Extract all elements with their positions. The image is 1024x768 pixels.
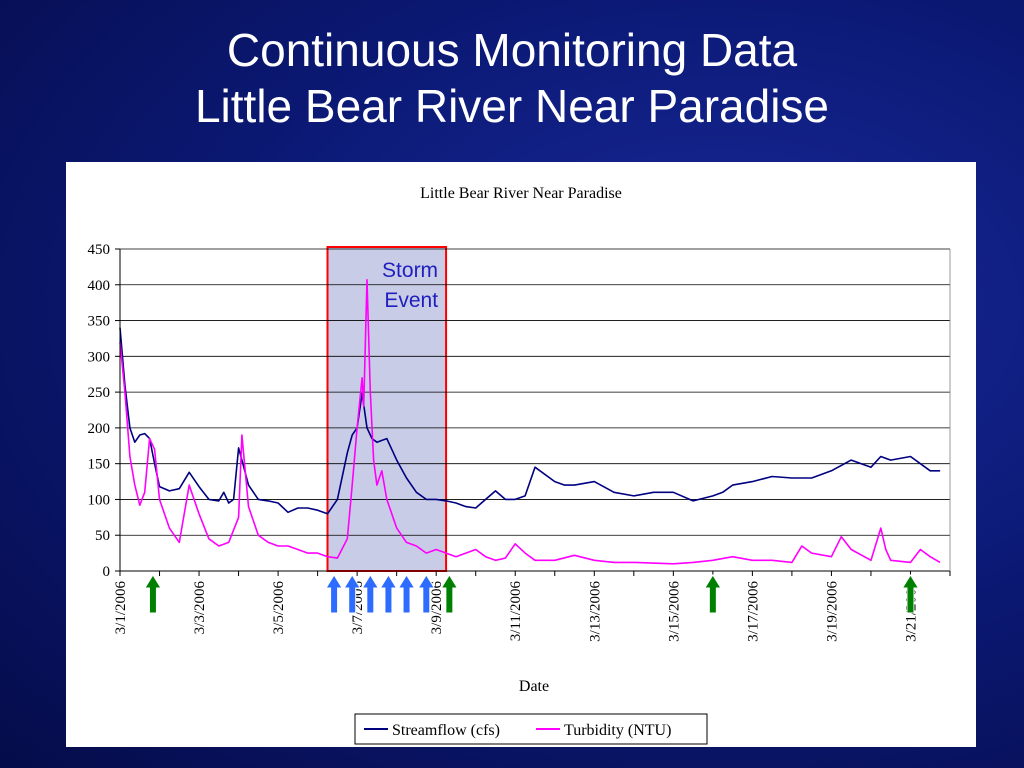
x-tick-label: 3/17/2006 [745, 581, 761, 642]
storm-sample-arrow [361, 574, 380, 614]
storm-event-label-line1: Storm [382, 259, 438, 282]
y-tick-label: 200 [88, 421, 111, 437]
routine-sample-arrow-shape [901, 574, 920, 614]
x-tick-label: 3/5/2006 [271, 581, 287, 635]
y-tick-label: 400 [88, 278, 111, 294]
y-tick-label: 50 [95, 528, 110, 544]
chart-panel: Little Bear River Near Paradise Storm Eve… [66, 162, 976, 747]
x-axis-label: Date [519, 678, 549, 695]
streamflow-line [119, 327, 941, 515]
x-tick-label: 3/13/2006 [587, 581, 603, 642]
routine-sample-arrow-shape [144, 574, 162, 614]
storm-sample-arrow-shape [361, 574, 380, 614]
y-tick-label: 300 [88, 349, 111, 365]
x-tick-label: 3/1/2006 [113, 581, 129, 635]
y-tick-label: 350 [88, 314, 111, 330]
legend-label-turbidity: Turbidity (NTU) [564, 722, 671, 739]
routine-sample-arrow-shape [703, 574, 722, 614]
slide-title-line1: Continuous Monitoring Data [226, 24, 798, 76]
routine-sample-arrow [440, 574, 459, 614]
routine-sample-arrow-shape [440, 574, 459, 614]
storm-sample-arrow-shape [325, 574, 343, 614]
x-tick-label: 3/15/2006 [666, 581, 682, 642]
storm-sample-arrow [343, 574, 362, 614]
storm-sample-arrow [325, 574, 343, 614]
y-tick-label: 450 [88, 242, 111, 258]
storm-event-box [326, 246, 448, 572]
storm-sample-arrow [379, 574, 398, 614]
routine-sample-arrow [901, 574, 920, 614]
x-tick-label: 3/11/2006 [508, 581, 524, 642]
storm-sample-arrow-shape [379, 574, 398, 614]
slide-title: Continuous Monitoring Data Little Bear R… [0, 22, 1024, 134]
y-tick-label: 250 [88, 385, 111, 401]
x-tick-label: 3/3/2006 [192, 581, 208, 635]
storm-event-label-line2: Event [384, 289, 438, 312]
legend-label-streamflow: Streamflow (cfs) [392, 722, 500, 739]
storm-sample-arrow-shape [343, 574, 362, 614]
plot-area [120, 249, 950, 571]
chart-svg: Little Bear River Near Paradise Storm Eve… [88, 185, 951, 745]
x-tick-label: 3/19/2006 [824, 581, 840, 642]
slide-title-line2: Little Bear River Near Paradise [194, 80, 830, 132]
turbidity-line [119, 279, 941, 565]
storm-sample-arrow [417, 574, 436, 614]
legend-box [354, 713, 708, 745]
storm-sample-arrow-shape [397, 574, 416, 614]
y-tick-label: 0 [103, 564, 111, 580]
chart-title: Little Bear River Near Paradise [420, 185, 622, 202]
y-tick-label: 100 [88, 492, 111, 508]
x-tick-label: 3/9/2006 [429, 581, 445, 635]
storm-sample-arrow-shape [417, 574, 436, 614]
routine-sample-arrow [144, 574, 162, 614]
routine-sample-arrow [703, 574, 722, 614]
y-tick-label: 150 [88, 457, 111, 473]
storm-sample-arrow [397, 574, 416, 614]
